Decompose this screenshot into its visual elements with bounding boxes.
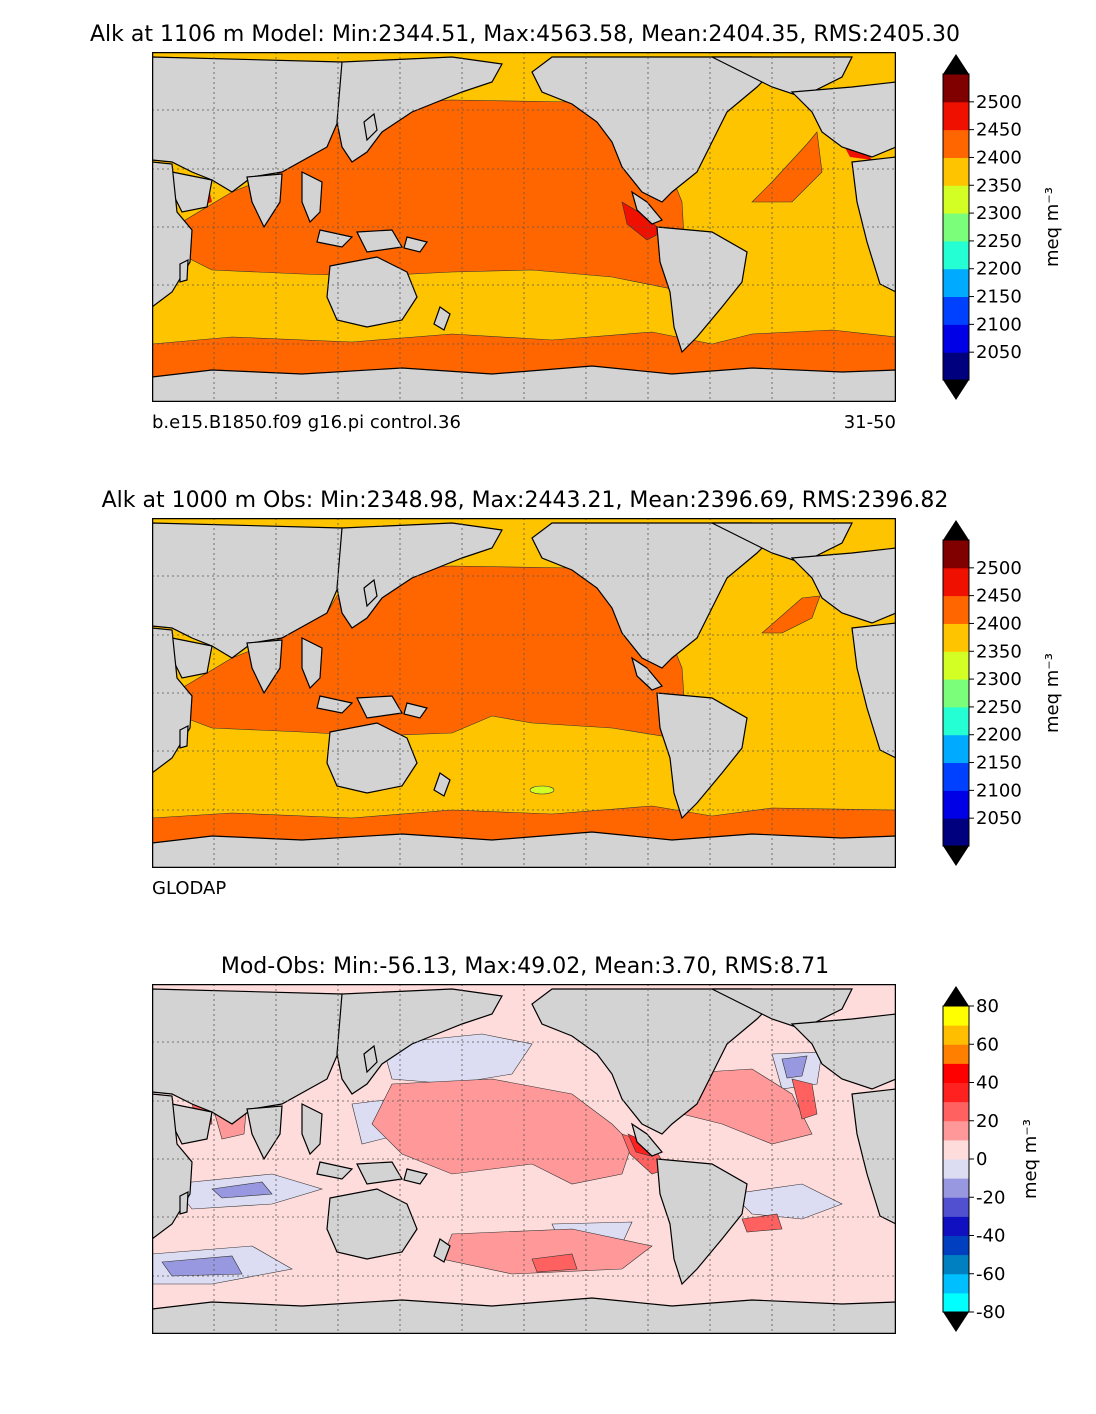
colorbar-tick-label: 60 <box>976 1034 999 1055</box>
colorbar-frame <box>942 73 970 381</box>
colorbar-swatch <box>943 679 969 708</box>
colorbar-tick-label: 2400 <box>976 147 1022 168</box>
colorbar-swatch <box>943 1006 969 1026</box>
colorbar-swatch <box>943 1254 969 1275</box>
colorbar-tick-label: 2100 <box>976 314 1022 335</box>
colorbar-swatch <box>943 1139 969 1160</box>
colorbar-tick-label: 20 <box>976 1111 999 1132</box>
model-map <box>152 52 896 402</box>
colorbar-tick-label: 2150 <box>976 287 1022 308</box>
colorbar-swatch <box>943 324 969 353</box>
colorbar-swatch <box>943 213 969 242</box>
colorbar-tick-label: 80 <box>976 996 999 1017</box>
colorbar-tick-label: 0 <box>976 1149 987 1170</box>
colorbar-tick-label: 2350 <box>976 641 1022 662</box>
obs-map <box>152 518 896 868</box>
colorbar-swatch <box>943 1273 969 1294</box>
colorbar-swatch <box>943 1235 969 1256</box>
colorbar-over-triangle <box>943 54 969 74</box>
colorbar-swatch <box>943 157 969 186</box>
colorbar-swatch <box>943 74 969 103</box>
colorbar-swatch <box>943 185 969 214</box>
colorbar-under-triangle <box>943 1312 969 1332</box>
obs-colorbar: 2050 2100 2150 2200 2250 2300 2350 2400 2450 2500… <box>940 518 1090 868</box>
colorbar-tick-label: 2300 <box>976 669 1022 690</box>
obs-panel: Alk at 1000 m Obs: Min:2348.98, Max:2443… <box>0 488 1096 948</box>
colorbar-tick-label: -20 <box>976 1187 1005 1208</box>
colorbar-swatch <box>943 1044 969 1064</box>
colorbar-tick-label: 2150 <box>976 753 1022 774</box>
colorbar-tick-label: 2050 <box>976 808 1022 829</box>
colorbar-swatch <box>943 762 969 791</box>
colorbar-swatch <box>943 1025 969 1045</box>
model-years-label: 31-50 <box>843 412 896 433</box>
colorbar-tick-label: 2250 <box>976 231 1022 252</box>
diff-colorbar: -80 -60 -40 -20 0 20 40 60 80 meq m⁻³ <box>940 984 1090 1334</box>
colorbar-swatch <box>943 352 969 381</box>
model-colorbar: 2050 2100 2150 2200 2250 2300 2350 2400 2450 2500… <box>940 52 1090 402</box>
diff-panel: Mod-Obs: Min:-56.13, Max:49.02, Mean:3.7… <box>0 954 1096 1414</box>
colorbar-swatch <box>943 540 969 569</box>
colorbar-over-triangle <box>943 520 969 540</box>
colorbar-unit-label: meq m⁻³ <box>1042 653 1063 733</box>
colorbar-swatch <box>943 734 969 764</box>
colorbar-swatch <box>943 1101 969 1122</box>
colorbar-tick-label: 2200 <box>976 259 1022 280</box>
colorbar-over-triangle <box>943 986 969 1006</box>
colorbar-swatch <box>943 595 969 624</box>
colorbar-tick-label: 2500 <box>976 558 1022 579</box>
model-map-title: Alk at 1106 m Model: Min:2344.51, Max:45… <box>89 22 961 47</box>
colorbar-tick-label: 2300 <box>976 203 1022 224</box>
model-panel: Alk at 1106 m Model: Min:2344.51, Max:45… <box>0 22 1096 482</box>
colorbar-swatch <box>943 651 969 680</box>
obs-map-title: Alk at 1000 m Obs: Min:2348.98, Max:2443… <box>101 488 949 513</box>
colorbar-tick-label: 2200 <box>976 725 1022 746</box>
model-case-label: b.e15.B1850.f09 g16.pi control.36 <box>152 412 461 433</box>
diff-map <box>152 984 896 1334</box>
colorbar-swatch <box>943 268 969 298</box>
colorbar-swatch <box>943 1120 969 1141</box>
obs-source-label: GLODAP <box>152 878 227 899</box>
colorbar-tick-label: 2100 <box>976 780 1022 801</box>
colorbar-tick-label: 2400 <box>976 613 1022 634</box>
colorbar-swatch <box>943 101 969 131</box>
colorbar-tick-label: -40 <box>976 1226 1005 1247</box>
colorbar-swatch <box>943 706 969 736</box>
obs-map-canvas <box>152 518 896 868</box>
colorbar-tick-label: 2450 <box>976 586 1022 607</box>
colorbar-swatch <box>943 790 969 819</box>
colorbar-swatch <box>943 818 969 847</box>
colorbar-swatch <box>943 567 969 597</box>
colorbar-frame <box>942 539 970 847</box>
colorbar-tick-label: -60 <box>976 1264 1005 1285</box>
colorbar-unit-label: meq m⁻³ <box>1020 1119 1041 1199</box>
colorbar-tick-label: 2450 <box>976 120 1022 141</box>
diff-map-canvas <box>152 984 896 1334</box>
colorbar-swatch <box>943 623 969 652</box>
colorbar-tick-label: 2250 <box>976 697 1022 718</box>
colorbar-tick-label: 2350 <box>976 175 1022 196</box>
colorbar-swatch <box>943 1159 969 1179</box>
colorbar-swatch <box>943 1292 969 1313</box>
colorbar-unit-label: meq m⁻³ <box>1042 187 1063 267</box>
colorbar-swatch <box>943 1063 969 1083</box>
colorbar-tick-label: 2500 <box>976 92 1022 113</box>
colorbar-under-triangle <box>943 846 969 866</box>
colorbar-tick-label: -80 <box>976 1302 1005 1323</box>
colorbar-swatch <box>943 1178 969 1198</box>
colorbar-under-triangle <box>943 380 969 400</box>
colorbar-swatch <box>943 1216 969 1236</box>
colorbar-swatch <box>943 1197 969 1217</box>
colorbar-swatch <box>943 129 969 158</box>
colorbar-tick-label: 40 <box>976 1073 999 1094</box>
colorbar-swatch <box>943 240 969 270</box>
colorbar-swatch <box>943 1082 969 1103</box>
model-map-canvas <box>152 52 896 402</box>
diff-map-title: Mod-Obs: Min:-56.13, Max:49.02, Mean:3.7… <box>220 954 830 979</box>
colorbar-swatch <box>943 296 969 325</box>
colorbar-tick-label: 2050 <box>976 342 1022 363</box>
